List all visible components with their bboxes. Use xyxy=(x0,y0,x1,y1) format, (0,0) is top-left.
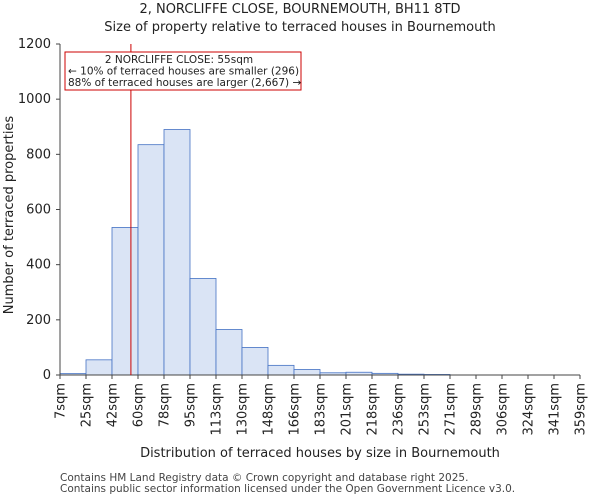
x-tick-label: 7sqm xyxy=(54,383,69,419)
y-tick-label: 0 xyxy=(43,368,51,383)
x-tick-label: 60sqm xyxy=(132,383,147,427)
x-tick-label: 253sqm xyxy=(418,383,433,436)
bar-95sqm xyxy=(189,278,217,376)
y-tick-label: 600 xyxy=(26,203,51,218)
bar-148sqm xyxy=(267,364,295,376)
x-tick-label: 25sqm xyxy=(80,383,95,427)
annotation-line-3: 88% of terraced houses are larger (2,667… xyxy=(68,77,301,89)
x-tick-label: 95sqm xyxy=(184,383,199,427)
x-tick-label: 42sqm xyxy=(106,383,121,427)
x-tick-label: 306sqm xyxy=(496,383,511,436)
annotation-line-1: 2 NORCLIFFE CLOSE: 55sqm xyxy=(105,54,253,66)
chart-title: 2, NORCLIFFE CLOSE, BOURNEMOUTH, BH11 8T… xyxy=(139,2,461,17)
x-tick-label: 183sqm xyxy=(314,383,329,436)
x-tick-label: 236sqm xyxy=(392,383,407,436)
x-tick-label: 324sqm xyxy=(522,383,537,436)
y-tick-label: 400 xyxy=(26,258,51,273)
y-tick-label: 200 xyxy=(26,313,51,328)
bar-166sqm xyxy=(293,369,321,376)
y-tick-label: 1000 xyxy=(18,92,51,107)
x-axis-title: Distribution of terraced houses by size … xyxy=(140,446,500,461)
x-tick-label: 359sqm xyxy=(574,383,589,436)
x-tick-label: 218sqm xyxy=(366,383,381,436)
x-tick-label: 289sqm xyxy=(470,383,485,436)
annotation-line-2: ← 10% of terraced houses are smaller (29… xyxy=(68,66,299,78)
bar-42sqm xyxy=(111,227,139,376)
y-tick-label: 1200 xyxy=(18,37,51,52)
y-tick-label: 800 xyxy=(26,147,51,162)
x-tick-label: 130sqm xyxy=(236,383,251,436)
bar-60sqm xyxy=(137,144,165,376)
chart-subtitle: Size of property relative to terraced ho… xyxy=(104,20,496,35)
bar-130sqm xyxy=(241,347,269,376)
x-tick-label: 113sqm xyxy=(210,383,225,436)
x-tick-label: 201sqm xyxy=(340,383,355,436)
bar-25sqm xyxy=(85,359,113,376)
bar-78sqm xyxy=(163,129,191,376)
x-tick-label: 271sqm xyxy=(444,383,459,436)
x-tick-label: 78sqm xyxy=(158,383,173,427)
x-tick-label: 148sqm xyxy=(262,383,277,436)
x-tick-label: 341sqm xyxy=(548,383,563,436)
footer-line-2: Contains public sector information licen… xyxy=(60,483,516,495)
y-axis-title: Number of terraced properties xyxy=(2,116,17,315)
footer-line-1: Contains HM Land Registry data © Crown c… xyxy=(60,472,469,484)
annotation-box xyxy=(64,51,302,91)
bar-113sqm xyxy=(215,329,243,376)
x-tick-label: 166sqm xyxy=(288,383,303,436)
